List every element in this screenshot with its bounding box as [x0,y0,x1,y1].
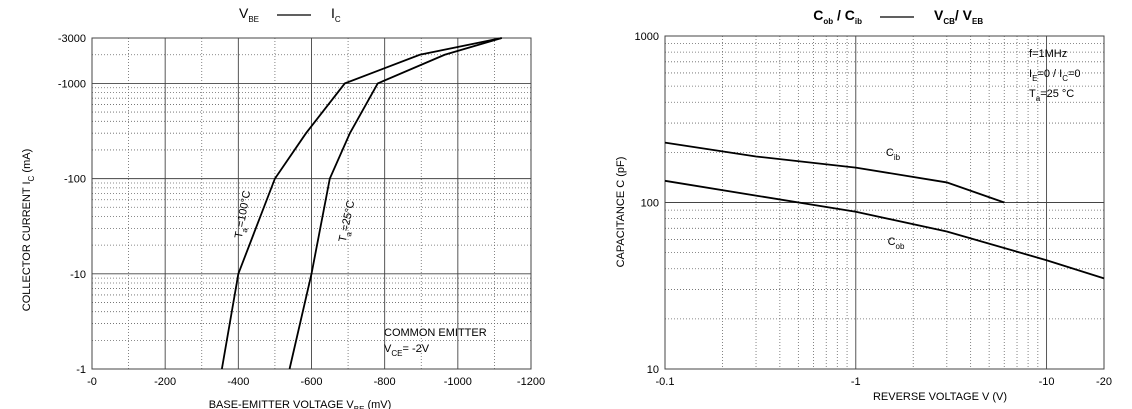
y-axis-label-part: COLLECTOR CURRENT I [21,181,33,311]
x-axis-label: BASE-EMITTER VOLTAGE VBE (mV) [209,399,392,409]
chart-title: Cob / Cib [813,7,862,26]
annotation-part: a [1036,94,1041,103]
annotation: IE=0 / IC=0 [1029,68,1081,83]
chart-title-part: / V [955,7,973,23]
annotation: COMMON EMITTER [384,327,487,339]
x-axis-label-part: BE [354,405,365,409]
chart-title-part: C [335,15,341,24]
y-axis-label-part: CAPACITANCE C (pF) [615,157,627,268]
annotation-part: E [1032,74,1037,83]
y-tick-label: -100 [64,174,86,186]
y-tick-label: -1 [76,364,86,376]
annotation-part: =0 / I [1037,68,1062,80]
series-label: Cob [888,236,905,251]
y-axis-label: COLLECTOR CURRENT IC (mA) [21,149,36,311]
y-tick-label: -1000 [58,78,86,90]
annotation-part: f=1MHz [1029,48,1067,60]
series-label-part: =100°C [235,190,253,229]
annotation-part: I [1029,68,1032,80]
chart-title-part: V [934,7,944,23]
annotation: Ta=25 °C [1029,88,1074,103]
series-label-part: ib [894,153,901,162]
x-axis-label-part: REVERSE VOLTAGE V (V) [873,391,1007,403]
series-label-part: a [344,231,354,238]
y-tick-label: -10 [70,269,86,281]
x-tick-label: -200 [154,376,176,388]
series-label-part: C [888,236,896,248]
chart-title-part: ib [855,17,862,26]
chart-title: VBE [239,5,259,24]
x-tick-label: -1 [851,376,861,388]
x-tick-label: -600 [300,376,322,388]
chart-title-part: ob [823,17,833,26]
x-tick-label: -800 [374,376,396,388]
curve [220,37,502,370]
chart-title-part: I [331,5,335,21]
annotation-part: = -2V [402,343,429,355]
y-tick-label: -3000 [58,33,86,45]
annotation-part: C [1062,74,1068,83]
curve [664,179,1105,280]
series-label-part: C [886,147,894,159]
y-tick-label: 10 [647,364,659,376]
x-axis-label-part: BASE-EMITTER VOLTAGE V [209,399,355,409]
series-label: Ta=25°C [337,199,360,243]
series-label: Ta=100°C [233,190,256,240]
curve [288,37,502,370]
x-tick-label: -400 [227,376,249,388]
x-tick-label: -10 [1039,376,1055,388]
y-axis-label: CAPACITANCE C (pF) [615,157,627,268]
x-tick-label: -1200 [517,376,545,388]
chart-title: VCB/ VEB [934,7,983,26]
x-axis-label: REVERSE VOLTAGE V (V) [873,391,1007,403]
chart-title-part: BE [248,15,259,24]
annotation-part: CE [391,349,402,358]
x-axis-label-part: (mV) [364,399,391,409]
y-tick-label: 1000 [635,31,659,43]
annotation-part: V [384,343,392,355]
x-tick-label: -20 [1096,376,1112,388]
series-label-part: T [337,234,350,243]
y-tick-label: 100 [641,198,659,210]
chart-title-part: / C [833,7,855,23]
series-label-part: =25°C [339,199,357,232]
y-axis-label-part: C [27,175,36,181]
plot-frame [91,37,532,370]
series-label-part: T [233,230,246,239]
x-tick-label: -1000 [444,376,472,388]
annotation-part: =25 °C [1040,88,1074,100]
annotation: VCE= -2V [384,343,430,358]
annotation-part: T [1029,88,1036,100]
series-label-part: a [240,227,250,233]
plot-frame [664,35,1105,370]
annotation-part: COMMON EMITTER [384,327,487,339]
chart-title-part: CB [943,17,955,26]
x-tick-label: -0 [87,376,97,388]
annotation-part: =0 [1068,68,1081,80]
x-tick-label: -0.1 [656,376,675,388]
annotation: f=1MHz [1029,48,1067,60]
chart-title: IC [331,5,341,24]
curve [664,141,1005,204]
series-label: Cib [886,147,901,162]
chart-title-part: EB [972,17,983,26]
y-axis-label-part: (mA) [21,149,33,176]
chart-title-part: C [813,7,823,23]
chart-title-part: V [239,5,249,21]
series-label-part: ob [896,242,905,251]
